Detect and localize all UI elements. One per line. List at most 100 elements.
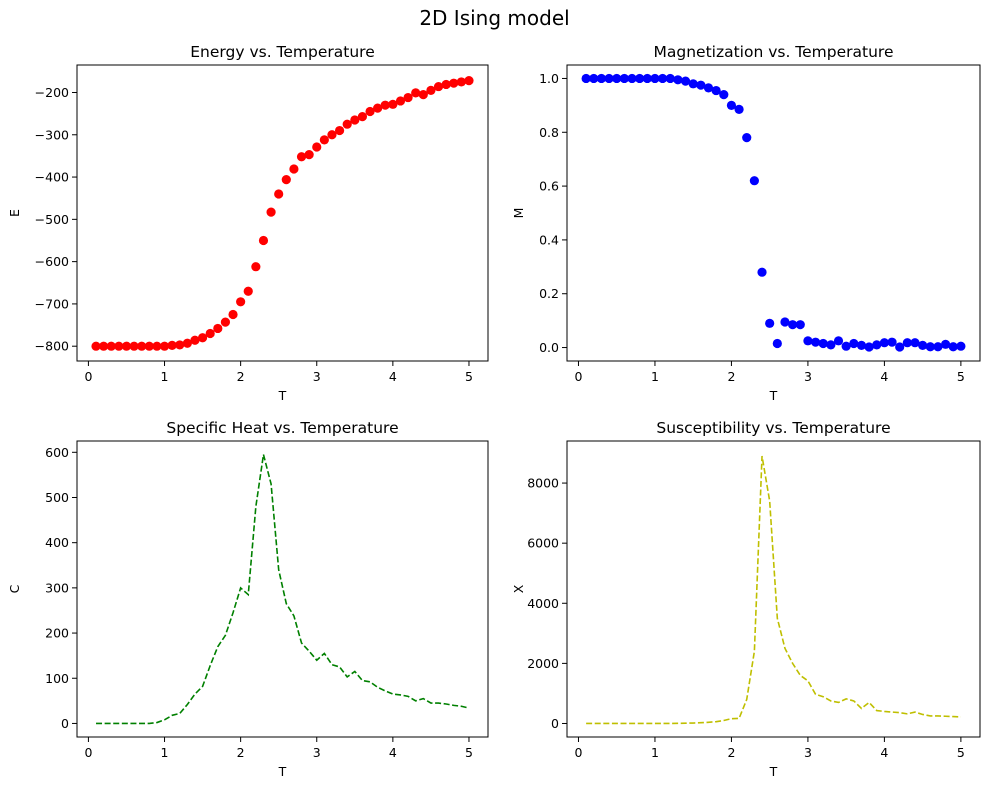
magnetization-point bbox=[673, 75, 683, 85]
susceptibility-ytick-label: 0 bbox=[551, 716, 559, 731]
magnetization-point bbox=[810, 337, 821, 347]
magnetization-point bbox=[711, 85, 721, 96]
energy-point bbox=[334, 125, 345, 136]
energy-point bbox=[319, 135, 329, 145]
energy-axes-frame bbox=[76, 64, 489, 362]
energy-point bbox=[213, 323, 223, 334]
energy-point bbox=[197, 333, 208, 343]
energy-point bbox=[357, 111, 368, 122]
specific-heat-ytick-label: 400 bbox=[45, 535, 69, 550]
specific-heat-xtick-label: 1 bbox=[161, 745, 169, 760]
magnetization-point bbox=[788, 320, 798, 330]
magnetization-point bbox=[642, 73, 652, 84]
susceptibility-series-line bbox=[586, 455, 961, 725]
susceptibility-ytick-label: 8000 bbox=[527, 476, 559, 491]
susceptibility-ytick-label: 6000 bbox=[527, 536, 559, 551]
susceptibility-xtick-label: 1 bbox=[651, 745, 659, 760]
magnetization-point bbox=[910, 338, 920, 348]
energy-point bbox=[296, 152, 307, 162]
magnetization-point bbox=[619, 73, 629, 84]
energy-point bbox=[106, 341, 116, 351]
magnetization-point bbox=[734, 104, 744, 114]
energy-point bbox=[373, 103, 383, 113]
magnetization-xtick-label: 0 bbox=[574, 369, 582, 384]
energy-point bbox=[167, 340, 177, 350]
energy-ytick-label: −400 bbox=[35, 170, 69, 185]
energy-point bbox=[380, 100, 390, 110]
specific-heat-ytick-label: 100 bbox=[45, 671, 69, 686]
magnetization-point bbox=[803, 336, 813, 346]
specific-heat-axes-frame bbox=[76, 440, 489, 738]
magnetization-point bbox=[818, 338, 828, 349]
magnetization-point bbox=[826, 340, 836, 350]
magnetization-point bbox=[596, 73, 607, 84]
susceptibility-ytick-label: 2000 bbox=[527, 656, 559, 671]
susceptibility-axes-frame bbox=[566, 440, 981, 738]
energy-ytick-label: −600 bbox=[35, 254, 69, 269]
magnetization-point bbox=[612, 73, 622, 84]
energy-xlabel: T bbox=[278, 388, 287, 403]
specific-heat-ytick-label: 600 bbox=[45, 445, 69, 460]
magnetization-axes-frame bbox=[566, 64, 981, 362]
magnetization-point bbox=[895, 342, 905, 352]
energy-title: Energy vs. Temperature bbox=[190, 43, 374, 61]
energy-point bbox=[182, 338, 192, 348]
specific-heat-title: Specific Heat vs. Temperature bbox=[166, 419, 398, 437]
magnetization-ytick-label: 0.8 bbox=[539, 125, 559, 140]
magnetization-point bbox=[665, 73, 675, 84]
energy-ytick-label: −500 bbox=[35, 212, 69, 227]
magnetization-title: Magnetization vs. Temperature bbox=[654, 43, 894, 61]
energy-point bbox=[144, 341, 154, 351]
magnetization-ytick-label: 0.2 bbox=[539, 286, 559, 301]
energy-point bbox=[236, 297, 246, 307]
magnetization-point bbox=[841, 341, 851, 351]
energy-point bbox=[388, 99, 398, 109]
energy-point bbox=[304, 150, 314, 160]
energy-point bbox=[129, 341, 139, 351]
specific-heat-ytick-label: 0 bbox=[61, 716, 69, 731]
specific-heat-xlabel: T bbox=[278, 764, 287, 779]
susceptibility-ytick-label: 4000 bbox=[527, 596, 559, 611]
magnetization-xlabel: T bbox=[769, 388, 778, 403]
specific-heat-xtick-label: 3 bbox=[313, 745, 321, 760]
energy-ytick-label: −800 bbox=[35, 339, 69, 354]
susceptibility-ylabel: X bbox=[511, 584, 526, 593]
magnetization-point bbox=[650, 73, 660, 84]
energy-ylabel: E bbox=[7, 209, 22, 217]
energy-point bbox=[175, 340, 185, 350]
magnetization-point bbox=[757, 267, 767, 277]
energy-point bbox=[418, 90, 428, 100]
energy-point bbox=[274, 189, 284, 199]
energy-point bbox=[190, 335, 200, 345]
energy-xtick-label: 0 bbox=[84, 369, 92, 384]
specific-heat-xtick-label: 2 bbox=[237, 745, 245, 760]
magnetization-point bbox=[925, 342, 935, 352]
energy-xtick-label: 5 bbox=[465, 369, 473, 384]
magnetization-point bbox=[933, 342, 943, 352]
energy-point bbox=[350, 115, 360, 125]
magnetization-point bbox=[658, 73, 668, 84]
magnetization-point bbox=[765, 318, 775, 328]
magnetization-ytick-label: 0.6 bbox=[539, 179, 559, 194]
energy-ytick-label: −300 bbox=[35, 127, 69, 142]
specific-heat-ytick-label: 300 bbox=[45, 580, 69, 595]
magnetization-point bbox=[872, 340, 882, 350]
specific-heat-xtick-label: 5 bbox=[465, 745, 473, 760]
specific-heat-xtick-label: 4 bbox=[389, 745, 397, 760]
magnetization-point bbox=[849, 338, 859, 349]
magnetization-point bbox=[879, 338, 889, 348]
susceptibility-title: Susceptibility vs. Temperature bbox=[656, 419, 890, 437]
magnetization-point bbox=[688, 79, 698, 89]
energy-point bbox=[426, 85, 436, 95]
energy-xtick-label: 2 bbox=[237, 369, 245, 384]
figure-title: 2D Ising model bbox=[419, 6, 570, 30]
energy-point bbox=[220, 317, 231, 327]
magnetization-point bbox=[856, 340, 867, 350]
energy-point bbox=[464, 76, 474, 86]
energy-point bbox=[312, 142, 322, 152]
energy-point bbox=[228, 309, 238, 320]
susceptibility-xtick-label: 2 bbox=[727, 745, 735, 760]
susceptibility-xlabel: T bbox=[769, 764, 778, 779]
energy-point bbox=[365, 106, 375, 117]
